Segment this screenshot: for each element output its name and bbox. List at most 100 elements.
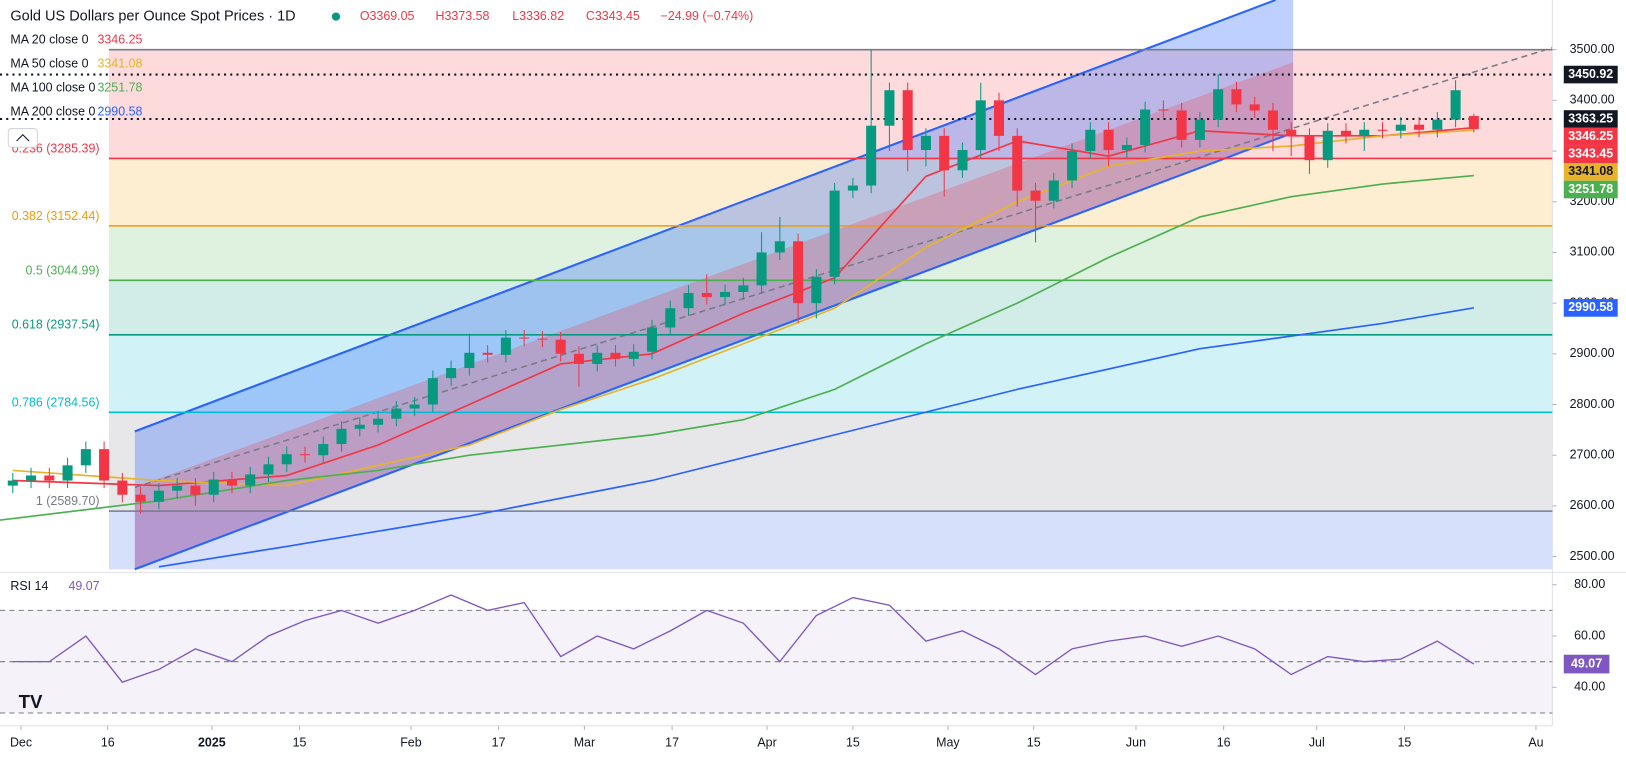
quote-close: C3343.45 — [586, 9, 640, 23]
candle-body — [1085, 129, 1096, 152]
rsi-value: 49.07 — [68, 579, 99, 593]
candle-body — [555, 339, 566, 354]
candle-body — [884, 90, 895, 126]
price-label: 3251.78 — [1568, 182, 1613, 196]
channel-lower — [134, 131, 1294, 571]
candle-body — [117, 480, 128, 495]
status-dot — [331, 12, 341, 21]
rsi-tick-label: 80.00 — [1574, 577, 1605, 591]
candle-body — [62, 465, 73, 481]
candle-body — [135, 494, 146, 502]
y-tick-label: 2800.00 — [1570, 397, 1615, 411]
candle-body — [665, 308, 676, 328]
price-label: 3363.25 — [1568, 111, 1613, 125]
y-tick-label: 2500.00 — [1570, 549, 1615, 563]
candle-body — [683, 292, 694, 309]
candle-body — [1231, 89, 1242, 105]
legend-label: MA 50 close 0 — [10, 57, 88, 71]
price-label: 3341.08 — [1568, 164, 1613, 178]
candle-body — [646, 327, 658, 352]
candle-body — [446, 368, 457, 379]
candle-body — [793, 241, 804, 304]
candle-body — [7, 480, 18, 486]
candle-body — [1395, 124, 1406, 131]
y-tick-label: 2700.00 — [1570, 447, 1615, 461]
collapse-icon — [16, 134, 30, 142]
candle-body — [1432, 119, 1443, 130]
rsi-price-box — [1563, 654, 1610, 674]
candle-body — [537, 338, 548, 340]
candle-body — [1121, 144, 1132, 151]
candle-body — [226, 479, 237, 486]
x-tick-label: 17 — [665, 736, 679, 750]
candle-body — [1267, 110, 1278, 130]
x-tick-label: Apr — [757, 736, 776, 750]
candle-body — [281, 454, 292, 465]
quote-low: L3336.82 — [512, 9, 564, 23]
candle-body — [902, 90, 913, 151]
quote-high: H3373.58 — [436, 9, 490, 23]
y-tick-label: 3400.00 — [1570, 93, 1615, 107]
candle-body — [190, 485, 201, 495]
candle-body — [1048, 180, 1059, 201]
candle-body — [26, 475, 37, 481]
fib-label: 1 (2589.70) — [36, 494, 100, 508]
price-label-box — [1563, 163, 1618, 181]
candle-body — [299, 454, 311, 456]
x-tick-label: 15 — [1398, 736, 1412, 750]
candle-body — [1103, 129, 1114, 151]
rsi-tick-label: 60.00 — [1574, 628, 1605, 642]
y-tick-label: 3100.00 — [1570, 245, 1615, 259]
candle-body — [993, 100, 1005, 136]
price-label-box — [1563, 145, 1618, 164]
candle-body — [738, 285, 749, 292]
candle-body — [245, 474, 256, 486]
ma-line — [158, 307, 1475, 568]
background — [108, 49, 1553, 512]
candle-body — [1468, 116, 1479, 130]
candle-body — [1414, 124, 1425, 130]
candle-body — [1067, 151, 1078, 181]
candle-body — [592, 352, 603, 364]
candle-body — [610, 352, 621, 359]
candle-body — [99, 449, 110, 481]
candle-body — [1450, 90, 1461, 120]
candle-body — [1194, 119, 1205, 140]
price-label-box — [1563, 110, 1618, 128]
y-tick-label: 3500.00 — [1570, 42, 1615, 56]
collapse-button[interactable] — [7, 128, 38, 148]
candle-body — [153, 490, 164, 502]
x-tick-label: Jul — [1309, 736, 1325, 750]
rsi-tick-label: 40.00 — [1574, 680, 1605, 694]
price-label-box — [1563, 180, 1618, 199]
x-tick-label: Jun — [1126, 736, 1146, 750]
legend-label: MA 20 close 0 — [10, 33, 88, 47]
candle-body — [500, 337, 511, 355]
logo: TV — [19, 691, 43, 712]
channel-upper — [134, 0, 1276, 433]
candle-body — [172, 485, 183, 491]
candle-body — [1140, 109, 1151, 145]
candle-body — [519, 337, 530, 339]
candle-body — [1377, 129, 1388, 131]
legend-label: MA 100 close 0 — [10, 80, 95, 94]
fib-label: 0.5 (3044.99) — [26, 263, 100, 277]
fib-label: 0.618 (2937.54) — [12, 318, 100, 332]
candle-body — [975, 100, 986, 151]
candle-body — [44, 475, 55, 481]
candle-body — [774, 241, 785, 253]
fib-extension — [108, 510, 1553, 570]
candle-body — [482, 352, 493, 355]
candle-body — [80, 449, 91, 466]
ma-line — [12, 126, 1474, 487]
price-label-box — [1563, 299, 1618, 317]
x-tick-label: 15 — [293, 736, 307, 750]
candle-body — [1249, 104, 1260, 111]
candle-body — [373, 418, 384, 425]
channel-lower-fill — [134, 62, 1294, 570]
chart-title: Gold US Dollars per Ounce Spot Prices · … — [10, 8, 295, 24]
x-tick-label: Au — [1528, 736, 1543, 750]
candle-body — [957, 150, 968, 171]
x-tick-label: 2025 — [198, 736, 226, 750]
fib-band — [108, 49, 1553, 159]
